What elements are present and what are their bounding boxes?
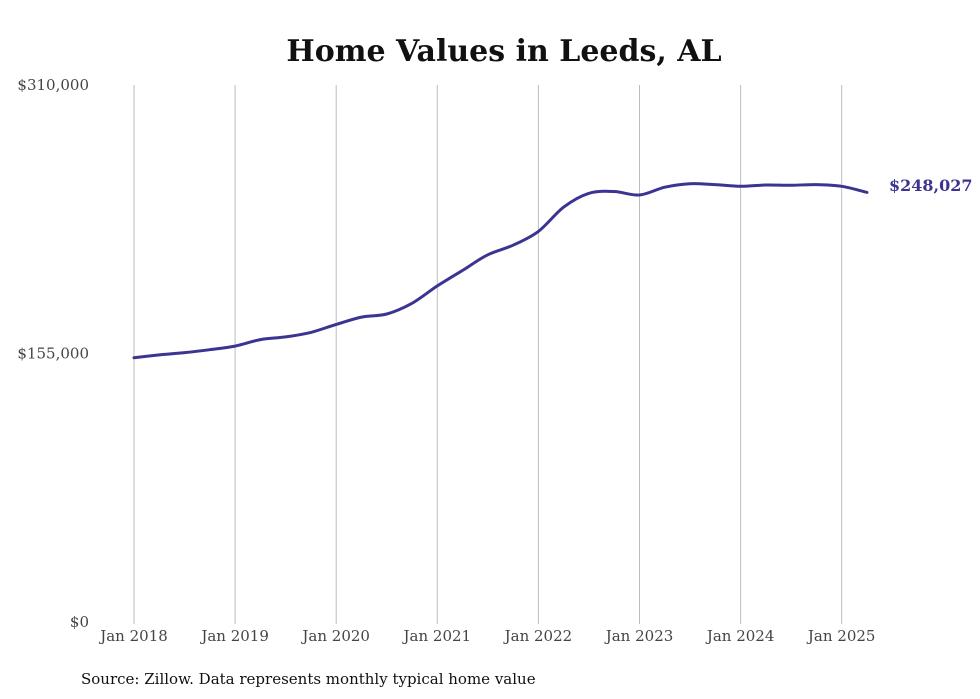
y-tick-label: $310,000 xyxy=(17,76,89,94)
source-note: Source: Zillow. Data represents monthly … xyxy=(81,670,536,688)
chart-title: Home Values in Leeds, AL xyxy=(286,34,721,69)
x-tick-label: Jan 2025 xyxy=(806,627,876,645)
y-tick-label: $0 xyxy=(70,613,89,631)
end-value-label: $248,027 xyxy=(889,176,973,195)
y-axis: $0 $155,000 $310,000 xyxy=(17,76,89,631)
x-tick-label: Jan 2020 xyxy=(300,627,370,645)
x-axis: Jan 2018 Jan 2019 Jan 2020 Jan 2021 Jan 2022… xyxy=(98,627,875,645)
x-tick-label: Jan 2023 xyxy=(604,627,674,645)
series-line xyxy=(132,182,869,360)
grid-lines xyxy=(133,85,843,624)
x-tick-label: Jan 2019 xyxy=(199,627,269,645)
y-tick-label: $155,000 xyxy=(17,345,89,363)
x-tick-label: Jan 2018 xyxy=(98,627,168,645)
x-tick-label: Jan 2022 xyxy=(503,627,573,645)
x-tick-label: Jan 2024 xyxy=(705,627,775,645)
x-tick-label: Jan 2021 xyxy=(402,627,472,645)
